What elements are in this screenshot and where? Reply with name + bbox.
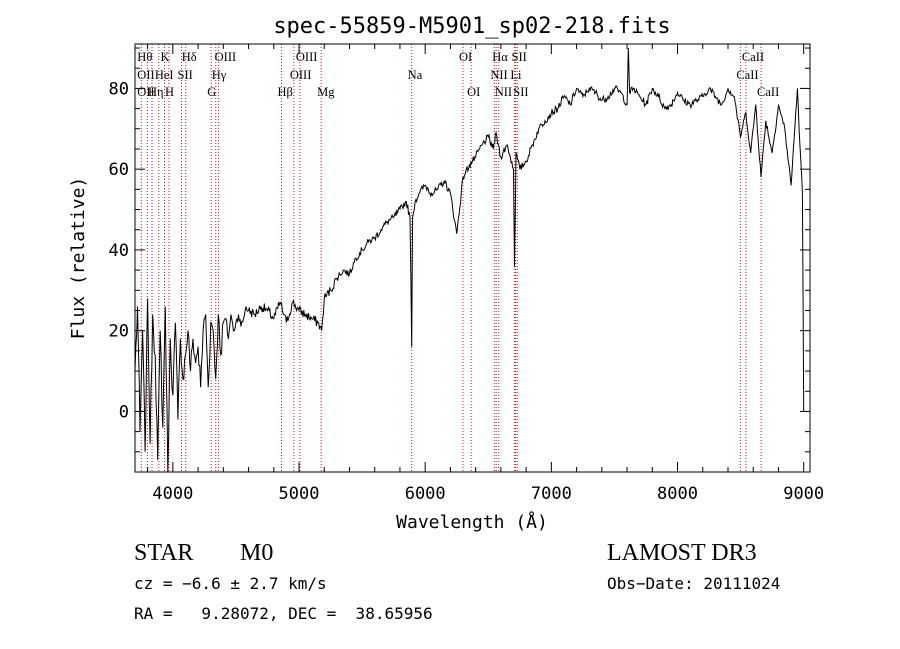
survey-name: LAMOST DR3 [607, 540, 757, 566]
line-marker-label: K [161, 50, 170, 64]
x-axis-label: Wavelength (Å) [396, 511, 548, 533]
y-tick-label: 40 [109, 241, 129, 261]
line-marker-label: Hγ [212, 68, 227, 82]
chart-title: spec-55859-M5901_sp02-218.fits [273, 14, 670, 39]
line-marker-label: SII [178, 68, 193, 82]
ra-dec: RA = 9.28072, DEC = 38.65956 [134, 604, 433, 623]
object-class: STAR [134, 540, 194, 566]
line-marker-label: OIII [296, 50, 318, 64]
y-tick-label: 20 [109, 322, 129, 342]
y-axis-label: Flux (relative) [68, 177, 89, 340]
emission-line-markers: HθOIIOIIHηHeIKHSIIHδGHγOIIIHβOIIIOIIIMgN… [137, 44, 779, 472]
line-marker-label: Hθ [137, 50, 152, 64]
y-tick-label: 80 [109, 79, 129, 99]
line-marker-label: G [207, 85, 216, 99]
line-marker-label: Hβ [277, 85, 292, 99]
flux-series-line [134, 47, 805, 473]
line-marker-label: CaII [742, 50, 764, 64]
line-marker-label: SII [512, 50, 527, 64]
y-tick-label: 60 [109, 160, 129, 180]
line-marker-label: OIII [215, 50, 237, 64]
y-tick-label: 0 [119, 402, 129, 422]
line-marker-label: CaII [757, 85, 779, 99]
line-marker-label: OI [467, 85, 480, 99]
line-marker-label: OIII [290, 68, 312, 82]
line-marker-label: CaII [736, 68, 758, 82]
x-tick-label: 9000 [783, 484, 824, 504]
line-marker-label: H [165, 85, 174, 99]
x-tick-label: 4000 [152, 484, 193, 504]
x-tick-label: 5000 [279, 484, 320, 504]
object-subclass: M0 [240, 540, 274, 566]
obs-date: Obs−Date: 20111024 [607, 574, 781, 593]
line-marker-label: Li [510, 68, 522, 82]
x-tick-label: 8000 [657, 484, 698, 504]
line-marker-label: Hη [148, 85, 164, 99]
redshift-cz: cz = −6.6 ± 2.7 km/s [134, 574, 327, 593]
line-marker-label: Hδ [182, 50, 197, 64]
x-tick-label: 7000 [531, 484, 572, 504]
x-tick-label: 6000 [405, 484, 446, 504]
line-marker-label: SII [513, 85, 528, 99]
line-marker-label: Hα [492, 50, 508, 64]
line-marker-label: Na [408, 68, 423, 82]
line-marker-label: Mg [317, 85, 335, 99]
line-marker-label: OII [137, 68, 154, 82]
plot-frame [134, 43, 811, 473]
line-marker-label: NII [495, 85, 512, 99]
line-marker-label: OI [459, 50, 472, 64]
